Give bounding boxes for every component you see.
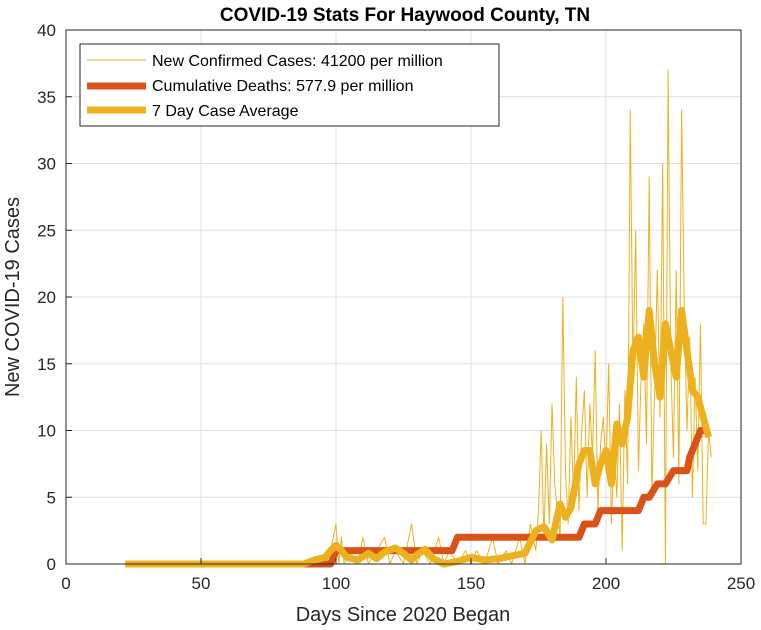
y-tick-label: 30 (37, 155, 56, 174)
series-layer (125, 69, 712, 568)
x-tick-label: 150 (457, 574, 485, 593)
y-axis: 0 5 10 15 20 25 30 35 40 (37, 21, 72, 574)
chart-title: COVID-19 Stats For Haywood County, TN (220, 5, 590, 26)
legend-label-7-day-average: 7 Day Case Average (152, 103, 299, 120)
x-tick-label: 50 (192, 574, 211, 593)
x-axis: 0 50 100 150 200 250 (61, 558, 755, 593)
y-tick-label: 15 (37, 355, 56, 374)
x-tick-label: 250 (727, 574, 755, 593)
x-tick-label: 0 (61, 574, 70, 593)
legend-label-deaths: Cumulative Deaths: 577.9 per million (152, 78, 413, 95)
y-tick-label: 0 (47, 555, 56, 574)
y-tick-label: 5 (47, 488, 56, 507)
x-tick-label: 100 (322, 574, 350, 593)
y-tick-label: 10 (37, 422, 56, 441)
y-axis-label: New COVID-19 Cases (2, 197, 24, 397)
legend: New Confirmed Cases: 41200 per million C… (79, 43, 500, 127)
y-tick-label: 20 (37, 288, 56, 307)
legend-label-new-cases: New Confirmed Cases: 41200 per million (152, 53, 443, 70)
series-7-day-average (125, 306, 712, 568)
y-tick-label: 40 (37, 21, 56, 40)
y-tick-label: 25 (37, 221, 56, 240)
series-new-confirmed-cases (125, 69, 712, 565)
legend-box (79, 43, 500, 127)
x-axis-label: Days Since 2020 Began (296, 604, 511, 626)
y-tick-label: 35 (37, 88, 56, 107)
x-tick-label: 200 (592, 574, 620, 593)
